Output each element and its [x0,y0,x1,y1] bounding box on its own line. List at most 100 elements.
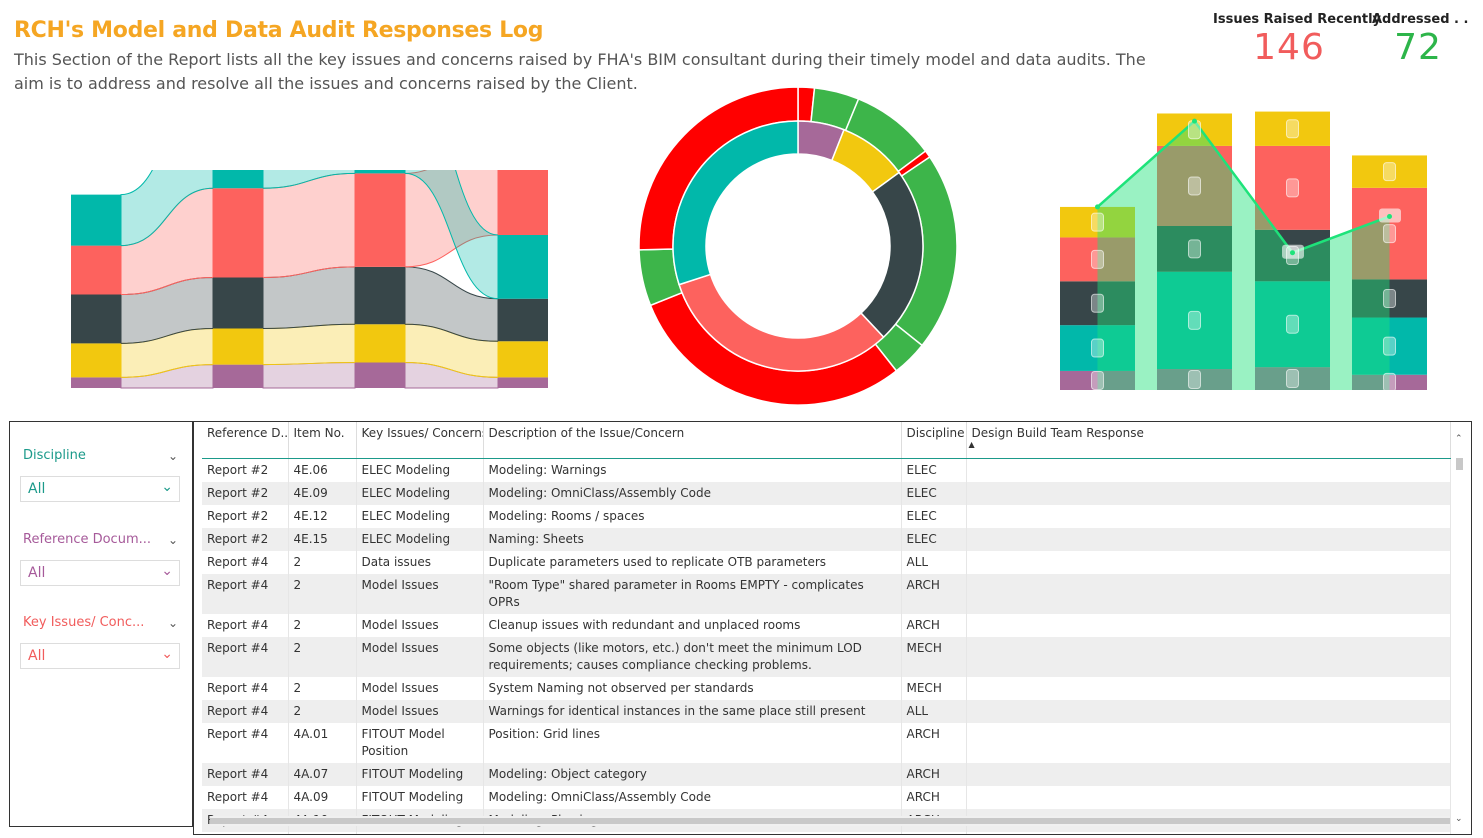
bar-segment [1352,155,1427,188]
table-row[interactable]: Report #4 2 Data issues Duplicate parameter… [202,551,1451,574]
cell-response [966,551,1451,574]
vertical-scrollbar[interactable]: ⌃ ⌄ [1455,434,1465,824]
data-label-pill [1091,370,1104,390]
cell-reference: Report #2 [202,528,289,551]
data-label-pill [1091,212,1104,232]
data-label-pill [1286,119,1299,139]
kpi-label: Addressed . . [1372,12,1469,27]
donut-chart[interactable] [630,80,970,420]
ribbon-segment [71,343,121,378]
column-header-reference[interactable]: Reference D... [202,422,289,459]
table-row[interactable]: Report #4 4A.09 FITOUT Modeling Modeling: O… [202,786,1451,809]
table-row[interactable]: Report #2 4E.12 ELEC Modeling Modeling: Roo… [202,505,1451,528]
ribbon-segment [213,170,263,189]
bar-segment [1060,281,1135,326]
cell-key-issue: ELEC Modeling [356,505,484,528]
ribbon-segment [498,298,548,342]
cell-discipline: ELEC [901,482,967,505]
cell-key-issue: FITOUT Modeling [356,763,484,786]
kpi-issues-raised[interactable]: Issues Raised Recently 146 [1213,12,1382,68]
scrollbar-thumb[interactable] [1456,458,1463,470]
cell-item-no: 4E.09 [288,482,357,505]
kpi-value: 146 [1253,27,1325,68]
table-row[interactable]: Report #4 4A.01 FITOUT Model Position Posit… [202,723,1451,763]
slicer-dropdown[interactable]: All ⌄ [20,476,180,502]
bar-segment [1060,206,1135,238]
stacked-bar-chart[interactable] [970,88,1470,422]
chevron-down-icon[interactable]: ⌄ [168,616,179,630]
ribbon-segment [498,341,548,378]
cell-response [966,763,1451,786]
dropdown-chevron-icon[interactable]: ⌄ [161,479,173,495]
slicer-dropdown[interactable]: All ⌄ [20,643,180,669]
scroll-down-icon[interactable]: ⌄ [1455,814,1463,824]
bar-segment [1157,145,1232,226]
cell-item-no: 2 [288,551,357,574]
table-row[interactable]: Report #2 4E.15 ELEC Modeling Naming: Sheet… [202,528,1451,551]
bar-segment [1352,187,1427,280]
issues-table: Reference D... Item No. Key Issues/ Conc… [202,422,1451,834]
bar-segment [1157,271,1232,370]
column-header-key-issues[interactable]: Key Issues/ Concerns [356,422,484,459]
column-header-response[interactable]: Design Build Team Response ▲ [966,422,1451,459]
chevron-down-icon[interactable]: ⌄ [168,533,179,547]
cell-reference: Report #2 [202,505,289,528]
table-row[interactable]: Report #2 4E.09 ELEC Modeling Modeling: Omn… [202,482,1451,505]
cell-item-no: 4E.06 [288,458,357,482]
cell-key-issue: FITOUT Model Position [356,723,484,763]
chevron-down-icon[interactable]: ⌄ [168,449,179,463]
slicer-label: Key Issues/ Conc... [23,615,145,630]
ribbon-segment [355,266,405,325]
sort-ascending-icon[interactable]: ▲ [968,440,975,449]
column-header-item-no[interactable]: Item No. [288,422,357,459]
scroll-up-icon[interactable]: ⌃ [1455,434,1463,444]
cell-key-issue: Model Issues [356,700,484,723]
table-row[interactable]: Report #4 2 Model Issues System Naming not … [202,677,1451,700]
slicer-label: Reference Docum... [23,532,152,547]
column-header-discipline[interactable]: Discipline [901,422,967,459]
cell-item-no: 4A.11 [288,832,357,834]
table-row[interactable]: Report #4 2 Model Issues Cleanup issues wit… [202,614,1451,637]
kpi-label: Issues Raised Recently [1213,12,1382,27]
dropdown-chevron-icon[interactable]: ⌄ [161,563,173,579]
line-point [1290,250,1295,256]
cell-reference: Report #4 [202,832,289,834]
cell-discipline: MECH [901,637,967,677]
cell-reference: Report #4 [202,551,289,574]
cell-item-no: 2 [288,574,357,614]
scrollbar-thumb[interactable] [210,818,1450,824]
cell-response [966,700,1451,723]
table-row[interactable]: Report #4 2 Model Issues "Room Type" shared… [202,574,1451,614]
data-label-pill [1188,239,1201,259]
column-header-description[interactable]: Description of the Issue/Concern [483,422,902,459]
cell-description: Modeling: Warnings [483,458,902,482]
ribbon-segment [71,377,121,388]
line-area [1097,121,1390,390]
bar-segment [1060,325,1135,371]
cell-reference: Report #4 [202,677,289,700]
table-row[interactable]: Report #4 2 Model Issues Warnings for ident… [202,700,1451,723]
ribbon-segment [498,235,548,299]
ribbon-segment [71,194,121,246]
table-row[interactable]: Report #4 2 Model Issues Some objects (like… [202,637,1451,677]
kpi-addressed[interactable]: Addressed . . 72 [1372,12,1469,68]
cell-key-issue: Data issues [356,551,484,574]
slicer-dropdown[interactable]: All ⌄ [20,560,180,586]
table-row[interactable]: Report #4 4A.07 FITOUT Modeling Modeling: O… [202,763,1451,786]
cell-description: Modeling: OmniClass/Assembly Code [483,786,902,809]
cell-response [966,458,1451,482]
cell-key-issue: Model Issues [356,637,484,677]
bar-segment [1157,369,1232,390]
cell-reference: Report #2 [202,458,289,482]
column-header-label: Design Build Team Response [971,426,1144,440]
ribbon-chart[interactable] [0,170,580,420]
cell-description: Modeling: OmniClass/Assembly Code [483,482,902,505]
cell-item-no: 2 [288,700,357,723]
horizontal-scrollbar[interactable] [210,816,1450,826]
cell-reference: Report #4 [202,723,289,763]
dropdown-chevron-icon[interactable]: ⌄ [161,646,173,662]
ribbon-segment [355,173,405,267]
table-row[interactable]: Report #2 4E.06 ELEC Modeling Modeling: War… [202,458,1451,482]
ribbon-segment [498,170,548,235]
